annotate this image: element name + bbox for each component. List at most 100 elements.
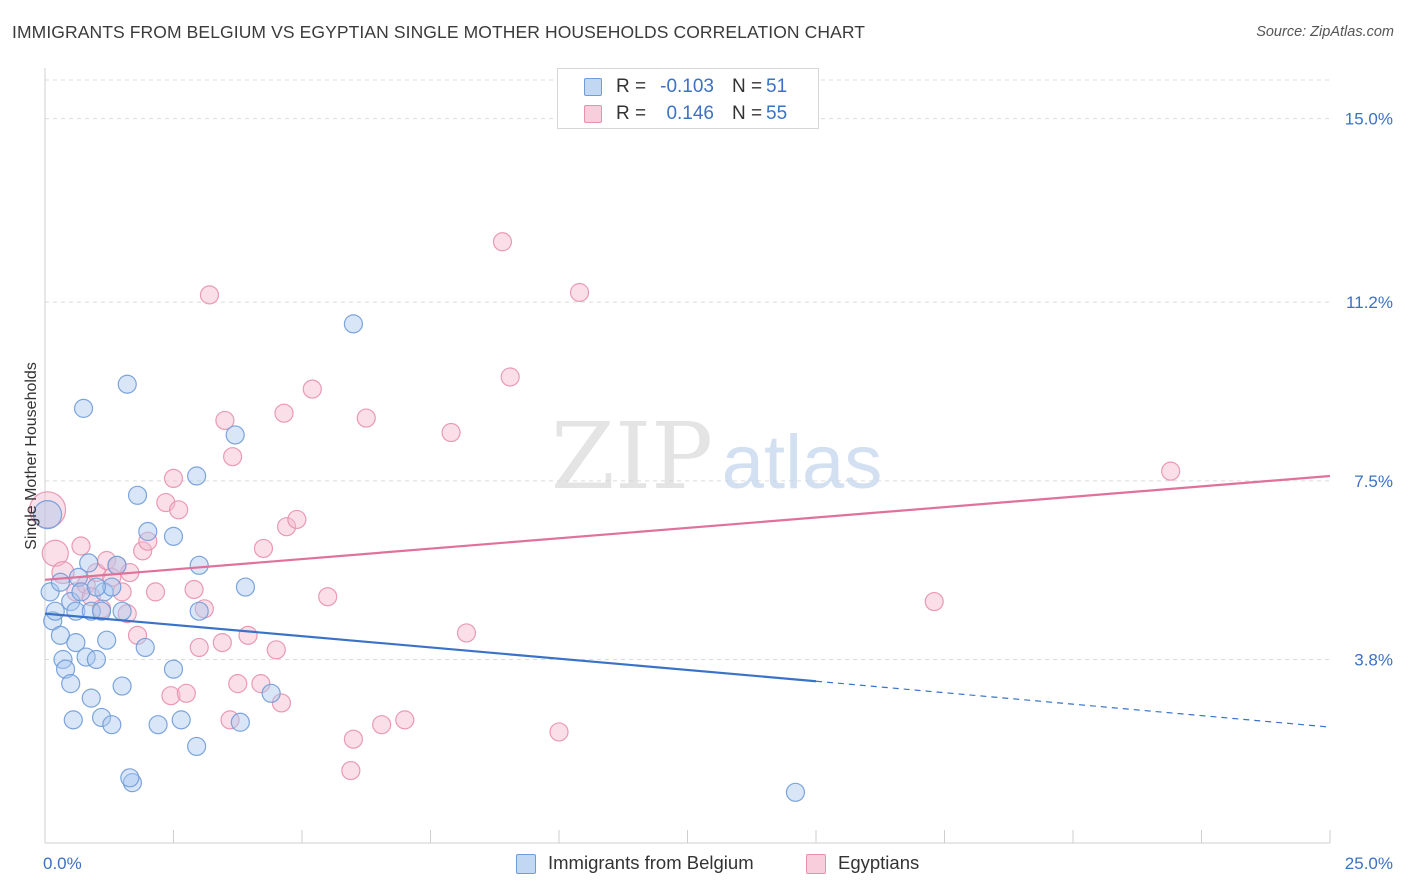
egyptians-point [287,509,307,530]
belgium-point [91,707,112,728]
egyptians-point [395,710,415,730]
belgium-point [73,398,94,418]
egyptians-point [133,541,153,561]
tick-labels: 3.8% 7.5% 11.2% 15.0% 0.0% 25.0% [43,110,1393,873]
belgium-point [163,659,184,679]
y-tick-label: 3.8% [1354,650,1393,669]
belgium-point [189,601,209,621]
egyptians-point [271,693,292,713]
egyptians-point [41,539,69,567]
gridlines [45,79,1330,660]
belgium-trend-extension [815,680,1331,728]
y-tick-label: 11.2% [1346,293,1393,312]
egyptians-point [274,403,294,423]
legend-swatch-pink [806,854,826,874]
egyptians-point [266,640,286,660]
belgium-point [148,715,168,735]
n-value: 55 [766,103,788,124]
n-key: N = [732,103,763,124]
belgium-point [61,591,81,612]
n-value: 51 [766,76,788,97]
belgium-point [50,572,71,592]
belgium-point [81,688,101,708]
belgium-point [343,314,363,334]
belgium-point [86,577,107,597]
belgium-point [86,649,107,670]
egyptians-point [176,683,196,703]
egyptians-point [228,674,248,694]
egyptians-point [492,232,513,252]
egyptians-point [251,674,271,694]
belgium-point [225,425,245,445]
egyptians-point [343,729,363,749]
egyptians-point [549,722,569,742]
x-tick-label: 25.0% [1345,854,1393,873]
egyptians-point [924,591,944,612]
belgium-point [79,553,99,573]
egyptians-point [66,582,86,602]
legend-row-egyptians: R = 0.146 N = 55 [558,102,818,126]
y-tick-label: 7.5% [1354,472,1393,491]
r-key: R = [616,103,647,124]
egyptians-point [163,468,184,489]
belgium-point [785,782,806,802]
egyptians-point [441,422,461,443]
belgium-point [81,601,101,621]
egyptians-point [28,491,67,529]
belgium-point [120,768,140,788]
source-credit: Source: ZipAtlas.com [1256,24,1394,40]
belgium-point [102,715,122,735]
egyptians-point [215,410,235,431]
belgium-point [230,712,250,732]
egyptians-trend-line [44,474,1331,581]
r-value: 0.146 [666,103,714,124]
belgium-point [135,637,155,658]
egyptians-point [456,623,477,643]
egyptians-point [356,408,376,428]
belgium-points [32,314,806,802]
belgium-point [261,683,281,703]
n-key: N = [732,76,763,97]
belgium-point [187,736,207,757]
legend-row-belgium: R = -0.103 N = 51 [558,75,818,99]
egyptians-point [199,285,220,305]
belgium-point [112,676,132,696]
belgium-point [171,710,191,730]
watermark: ZIP atlas [551,403,882,510]
legend-label: Egyptians [838,852,920,873]
belgium-point [102,577,122,597]
belgium-trend-line [44,612,817,683]
belgium-point [163,526,184,546]
belgium-point [97,630,117,650]
x-tick-label: 0.0% [43,854,82,873]
axes [44,68,1331,844]
egyptians-point [127,625,148,645]
series-legend: Immigrants from Belgium Egyptians [0,851,1406,877]
egyptians-point [117,604,137,624]
egyptians-point [223,447,243,467]
belgium-point [32,500,63,530]
egyptians-point [276,517,297,537]
belgium-point [117,374,137,394]
legend-swatch-blue [516,854,536,874]
belgium-point [55,659,76,679]
legend-label: Immigrants from Belgium [548,852,754,873]
egyptians-point [302,379,322,399]
egyptians-point [500,367,520,387]
egyptians-point [161,686,181,706]
correlation-legend: R = -0.103 N = 51 R = 0.146 N = 55 [557,68,819,129]
belgium-point [63,710,83,730]
egyptians-point [1161,461,1181,481]
egyptians-point [253,538,274,559]
egyptians-point [145,582,166,602]
egyptians-point [184,579,204,600]
belgium-point [189,555,209,575]
legend-swatch-pink [584,105,602,123]
belgium-point [91,601,112,621]
egyptians-point [194,599,214,619]
y-tick-label: 15.0% [1345,110,1393,129]
belgium-point [187,466,207,486]
egyptians-point [341,760,361,781]
belgium-point [61,674,81,694]
egyptians-point [372,715,392,735]
